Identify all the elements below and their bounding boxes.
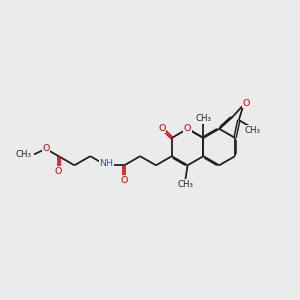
Text: O: O bbox=[42, 144, 50, 153]
Text: O: O bbox=[184, 124, 191, 133]
Text: CH₃: CH₃ bbox=[244, 126, 260, 135]
Text: CH₃: CH₃ bbox=[15, 150, 31, 159]
Text: O: O bbox=[121, 176, 128, 185]
Text: O: O bbox=[243, 99, 250, 108]
Text: CH₃: CH₃ bbox=[195, 114, 212, 123]
Text: CH₃: CH₃ bbox=[177, 180, 193, 189]
Text: O: O bbox=[55, 167, 62, 176]
Text: O: O bbox=[158, 124, 166, 133]
Text: NH: NH bbox=[99, 159, 113, 168]
